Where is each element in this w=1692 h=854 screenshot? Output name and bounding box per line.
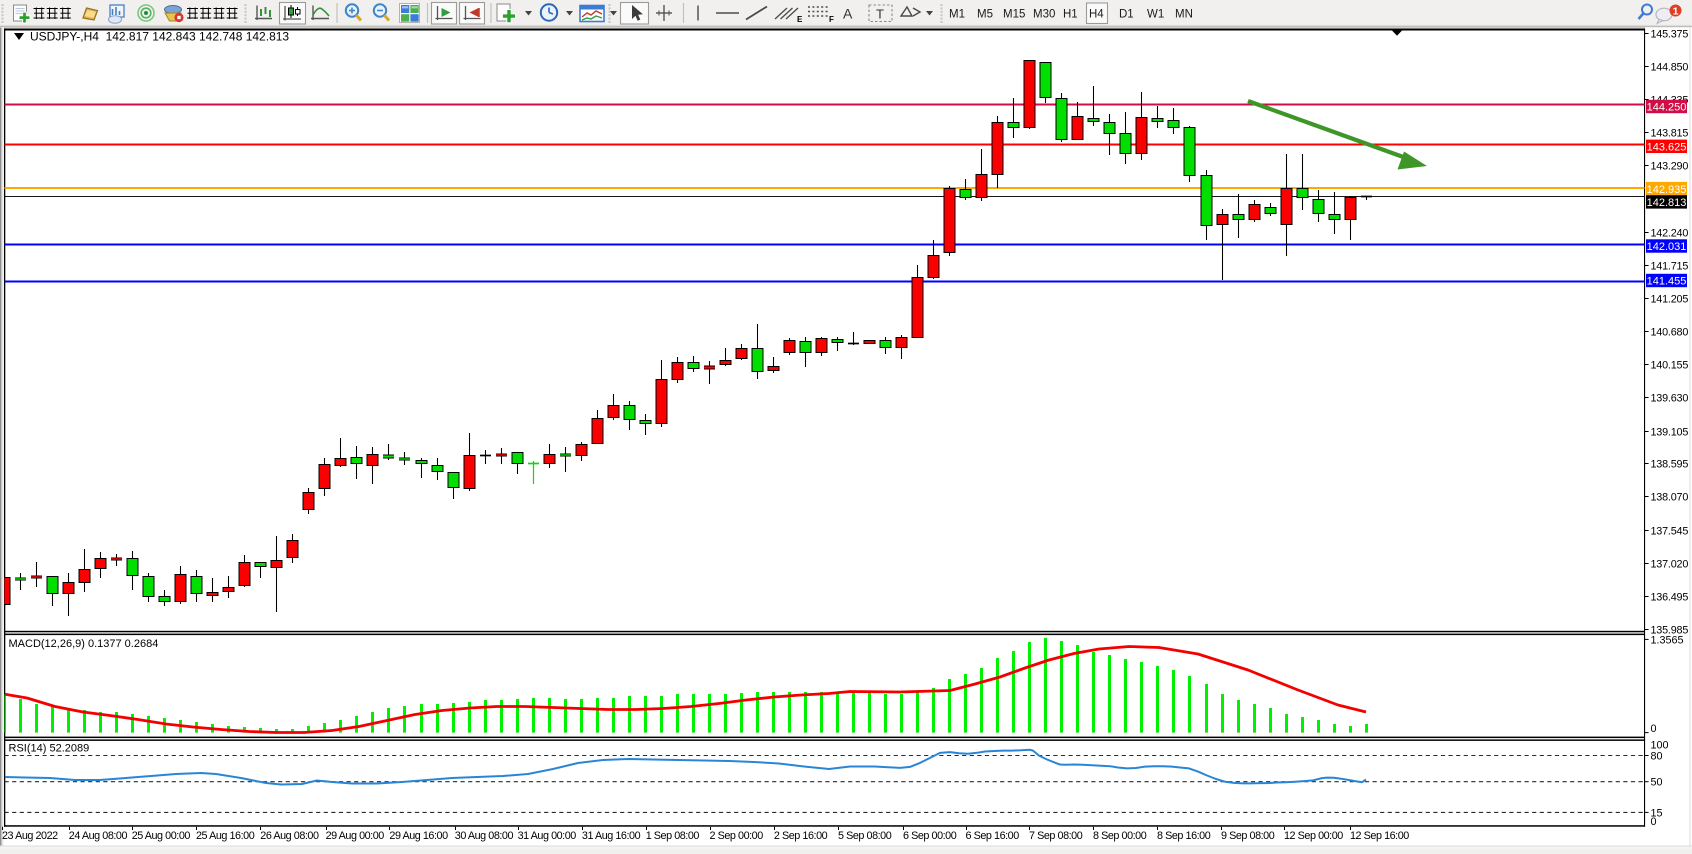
svg-text:135.985: 135.985 xyxy=(1651,625,1689,637)
svg-text:6 Sep 16:00: 6 Sep 16:00 xyxy=(966,830,1020,842)
svg-text:H4: H4 xyxy=(1089,9,1104,21)
svg-text:143.290: 143.290 xyxy=(1651,161,1689,173)
svg-text:6 Sep 00:00: 6 Sep 00:00 xyxy=(903,830,957,842)
svg-text:25 Aug 16:00: 25 Aug 16:00 xyxy=(196,830,255,842)
svg-text:31 Aug 00:00: 31 Aug 00:00 xyxy=(518,830,577,842)
svg-text:25 Aug 00:00: 25 Aug 00:00 xyxy=(132,830,191,842)
svg-text:137.020: 137.020 xyxy=(1651,559,1689,571)
svg-text:50: 50 xyxy=(1651,777,1663,789)
svg-text:12 Sep 16:00: 12 Sep 16:00 xyxy=(1350,830,1409,842)
svg-text:143.815: 143.815 xyxy=(1651,128,1689,140)
svg-text:145.375: 145.375 xyxy=(1651,29,1689,41)
svg-text:8 Sep 16:00: 8 Sep 16:00 xyxy=(1157,830,1211,842)
svg-text:1 Sep 08:00: 1 Sep 08:00 xyxy=(646,830,700,842)
svg-text:1.3565: 1.3565 xyxy=(1651,634,1684,646)
svg-text:144.250: 144.250 xyxy=(1647,102,1687,114)
svg-text:142.240: 142.240 xyxy=(1651,228,1689,240)
svg-text:12 Sep 00:00: 12 Sep 00:00 xyxy=(1284,830,1343,842)
svg-text:D1: D1 xyxy=(1119,9,1134,21)
svg-text:142.813: 142.813 xyxy=(1647,197,1687,209)
svg-text:100: 100 xyxy=(1651,740,1669,752)
svg-text:136.495: 136.495 xyxy=(1651,592,1689,604)
svg-text:30 Aug 08:00: 30 Aug 08:00 xyxy=(455,830,514,842)
svg-text:144.850: 144.850 xyxy=(1651,62,1689,74)
svg-text:137.545: 137.545 xyxy=(1651,526,1689,538)
svg-text:2 Sep 00:00: 2 Sep 00:00 xyxy=(710,830,764,842)
svg-text:24 Aug 08:00: 24 Aug 08:00 xyxy=(69,830,128,842)
svg-text:140.680: 140.680 xyxy=(1651,327,1689,339)
svg-text:H1: H1 xyxy=(1063,9,1078,21)
svg-text:MN: MN xyxy=(1175,9,1193,21)
svg-text:USDJPY-,H4 142.817 142.843 14: USDJPY-,H4 142.817 142.843 142.748 142.8… xyxy=(30,30,289,44)
svg-text:A: A xyxy=(843,6,853,22)
svg-text:8 Sep 00:00: 8 Sep 00:00 xyxy=(1093,830,1147,842)
svg-text:26 Aug 08:00: 26 Aug 08:00 xyxy=(260,830,319,842)
svg-text:M5: M5 xyxy=(977,9,993,21)
svg-text:80: 80 xyxy=(1651,751,1663,763)
svg-text:142.031: 142.031 xyxy=(1647,241,1687,253)
svg-text:2 Sep 16:00: 2 Sep 16:00 xyxy=(774,830,828,842)
svg-text:143.625: 143.625 xyxy=(1647,142,1687,154)
svg-text:W1: W1 xyxy=(1147,9,1164,21)
svg-text:RSI(14) 52.2089: RSI(14) 52.2089 xyxy=(9,743,90,755)
svg-text:31 Aug 16:00: 31 Aug 16:00 xyxy=(582,830,641,842)
svg-text:139.105: 139.105 xyxy=(1651,427,1689,439)
svg-text:F: F xyxy=(829,15,834,24)
svg-text:7 Sep 08:00: 7 Sep 08:00 xyxy=(1029,830,1083,842)
svg-text:9 Sep 08:00: 9 Sep 08:00 xyxy=(1221,830,1275,842)
svg-text:139.630: 139.630 xyxy=(1651,393,1689,405)
svg-text:142.935: 142.935 xyxy=(1647,184,1687,196)
svg-text:141.455: 141.455 xyxy=(1647,276,1687,288)
svg-text:140.155: 140.155 xyxy=(1651,360,1689,372)
svg-text:MACD(12,26,9) 0.1377 0.2684: MACD(12,26,9) 0.1377 0.2684 xyxy=(9,638,159,650)
svg-text:M15: M15 xyxy=(1003,9,1025,21)
svg-text:1: 1 xyxy=(1673,6,1679,18)
svg-text:138.070: 138.070 xyxy=(1651,492,1689,504)
svg-text:M30: M30 xyxy=(1033,9,1055,21)
svg-text:M1: M1 xyxy=(949,9,965,21)
svg-text:0: 0 xyxy=(1651,816,1657,828)
svg-text:138.595: 138.595 xyxy=(1651,459,1689,471)
svg-text:15: 15 xyxy=(1651,807,1663,819)
svg-text:23 Aug 2022: 23 Aug 2022 xyxy=(2,830,58,842)
svg-text:141.205: 141.205 xyxy=(1651,294,1689,306)
svg-text:141.715: 141.715 xyxy=(1651,261,1689,273)
svg-text:T: T xyxy=(876,7,884,22)
svg-text:0: 0 xyxy=(1651,723,1657,735)
svg-text:29 Aug 16:00: 29 Aug 16:00 xyxy=(389,830,448,842)
svg-text:29 Aug 00:00: 29 Aug 00:00 xyxy=(326,830,385,842)
svg-text:5 Sep 08:00: 5 Sep 08:00 xyxy=(838,830,892,842)
svg-text:E: E xyxy=(797,15,803,24)
